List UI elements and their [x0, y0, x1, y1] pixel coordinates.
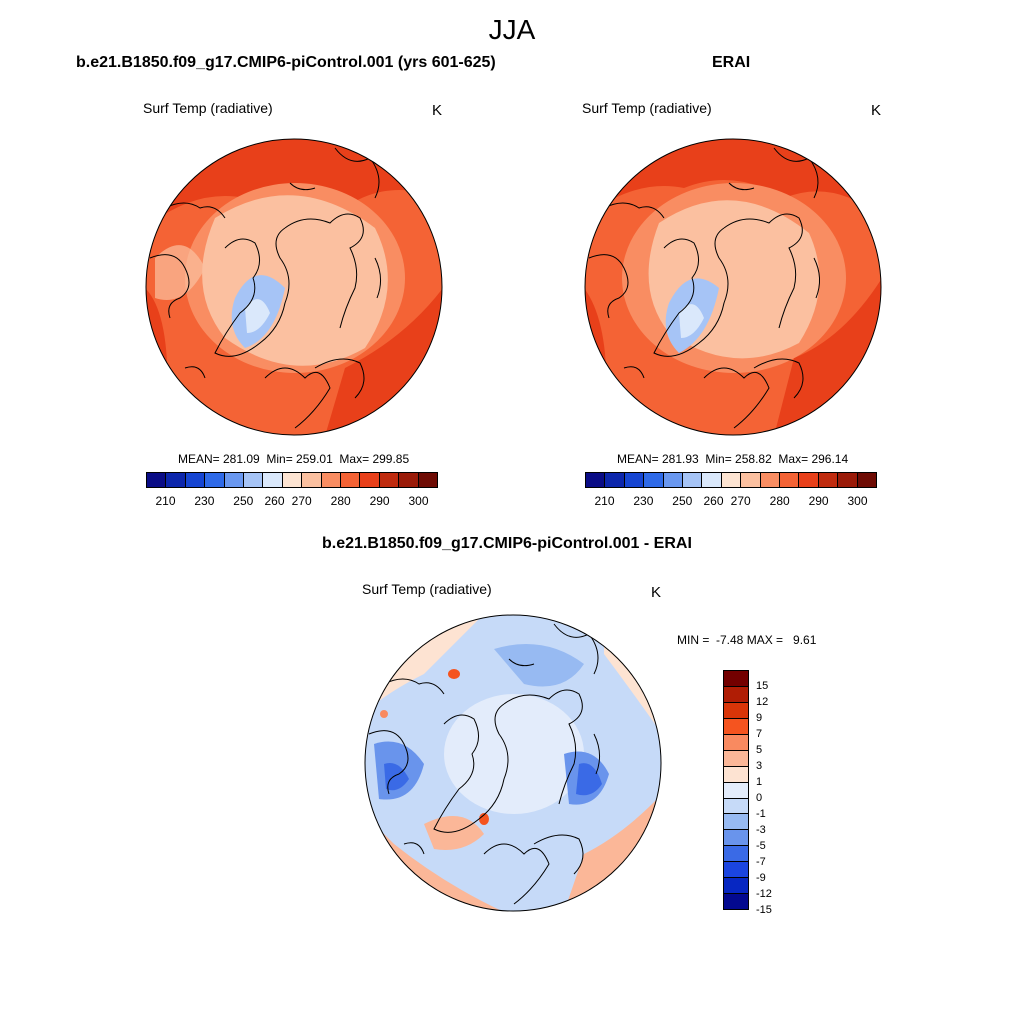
- colorbar-swatch: [724, 878, 748, 895]
- model-field-label: Surf Temp (radiative): [143, 100, 273, 116]
- model-colorbar: [146, 472, 438, 488]
- diff-colorbar-ticks: 15 12 9 7 5 3 1 0 -1 -3 -5 -7 -9 -12 -15: [756, 670, 786, 916]
- figure-title: JJA: [488, 14, 536, 45]
- colorbar-swatch: [724, 782, 748, 799]
- colorbar-swatch: [724, 686, 748, 703]
- colorbar-swatch: [282, 473, 303, 487]
- obs-colorbar: [585, 472, 877, 488]
- colorbar-swatch: [724, 846, 748, 863]
- diff-tick: -15: [756, 904, 772, 916]
- colorbar-swatch: [724, 894, 748, 910]
- diff-stats: MIN = -7.48 MAX = 9.61: [677, 633, 817, 647]
- colorbar-swatch: [724, 766, 748, 783]
- obs-polar-map: [584, 138, 882, 436]
- colorbar-swatch: [724, 671, 748, 687]
- obs-panel-title: ERAI: [712, 54, 751, 71]
- diff-tick: 12: [756, 696, 769, 708]
- colorbar-swatch: [302, 473, 322, 487]
- colorbar-swatch: [185, 473, 206, 487]
- diff-panel-title: b.e21.B1850.f09_g17.CMIP6-piControl.001 …: [322, 535, 692, 552]
- obs-tick: 270: [730, 494, 751, 508]
- colorbar-swatch: [379, 473, 400, 487]
- colorbar-swatch: [663, 473, 684, 487]
- colorbar-swatch: [205, 473, 225, 487]
- colorbar-swatch: [644, 473, 664, 487]
- diff-tick: -7: [756, 856, 766, 868]
- colorbar-swatch: [605, 473, 625, 487]
- colorbar-swatch: [724, 718, 748, 735]
- diff-tick: -9: [756, 872, 766, 884]
- model-colorbar-ticks: 210 230 250 260 270 280 290 300: [146, 494, 438, 508]
- colorbar-swatch: [760, 473, 781, 487]
- model-tick: 230: [194, 494, 215, 508]
- colorbar-swatch: [721, 473, 742, 487]
- diff-tick: 3: [756, 760, 763, 772]
- colorbar-swatch: [147, 473, 167, 487]
- diff-tick: 5: [756, 744, 763, 756]
- diff-tick: 0: [756, 792, 763, 804]
- diff-colorbar: [723, 670, 749, 910]
- obs-units-label: K: [871, 102, 882, 119]
- colorbar-swatch: [857, 473, 877, 487]
- colorbar-swatch: [360, 473, 380, 487]
- model-tick: 270: [291, 494, 312, 508]
- colorbar-swatch: [818, 473, 839, 487]
- colorbar-swatch: [244, 473, 264, 487]
- diff-tick: -1: [756, 808, 766, 820]
- model-tick: 280: [330, 494, 351, 508]
- colorbar-swatch: [624, 473, 645, 487]
- obs-tick: 230: [633, 494, 654, 508]
- diff-tick: 7: [756, 728, 763, 740]
- diff-field-label: Surf Temp (radiative): [362, 581, 492, 597]
- colorbar-swatch: [838, 473, 858, 487]
- diff-tick: 15: [756, 680, 769, 692]
- colorbar-swatch: [724, 830, 748, 847]
- colorbar-swatch: [724, 702, 748, 719]
- model-tick: 300: [408, 494, 429, 508]
- colorbar-swatch: [780, 473, 800, 487]
- obs-stats: MEAN= 281.93 Min= 258.82 Max= 296.14: [617, 452, 849, 466]
- obs-tick: 260: [703, 494, 724, 508]
- colorbar-swatch: [418, 473, 438, 487]
- obs-tick: 290: [808, 494, 829, 508]
- model-polar-map: [145, 138, 443, 436]
- colorbar-swatch: [724, 798, 748, 815]
- colorbar-swatch: [724, 734, 748, 751]
- colorbar-swatch: [741, 473, 761, 487]
- model-tick: 210: [155, 494, 176, 508]
- colorbar-swatch: [799, 473, 819, 487]
- colorbar-swatch: [399, 473, 419, 487]
- colorbar-swatch: [702, 473, 722, 487]
- model-units-label: K: [432, 102, 443, 119]
- diff-tick: -12: [756, 888, 772, 900]
- obs-tick: 210: [594, 494, 615, 508]
- obs-tick: 250: [672, 494, 693, 508]
- diff-polar-map: [364, 614, 662, 912]
- obs-field-label: Surf Temp (radiative): [582, 100, 712, 116]
- diff-tick: -5: [756, 840, 766, 852]
- model-tick: 290: [369, 494, 390, 508]
- obs-tick: 300: [847, 494, 868, 508]
- obs-colorbar-ticks: 210 230 250 260 270 280 290 300: [585, 494, 877, 508]
- colorbar-swatch: [321, 473, 342, 487]
- diff-tick: 9: [756, 712, 763, 724]
- colorbar-swatch: [724, 862, 748, 879]
- diff-units-label: K: [651, 584, 662, 601]
- colorbar-swatch: [166, 473, 186, 487]
- colorbar-swatch: [224, 473, 245, 487]
- colorbar-swatch: [586, 473, 606, 487]
- diff-tick: -3: [756, 824, 766, 836]
- colorbar-swatch: [724, 814, 748, 831]
- obs-tick: 280: [769, 494, 790, 508]
- model-tick: 260: [264, 494, 285, 508]
- model-stats: MEAN= 281.09 Min= 259.01 Max= 299.85: [178, 452, 410, 466]
- colorbar-swatch: [341, 473, 361, 487]
- diff-tick: 1: [756, 776, 763, 788]
- model-tick: 250: [233, 494, 254, 508]
- colorbar-swatch: [724, 750, 748, 767]
- colorbar-swatch: [683, 473, 703, 487]
- model-panel-title: b.e21.B1850.f09_g17.CMIP6-piControl.001 …: [76, 54, 496, 71]
- colorbar-swatch: [263, 473, 283, 487]
